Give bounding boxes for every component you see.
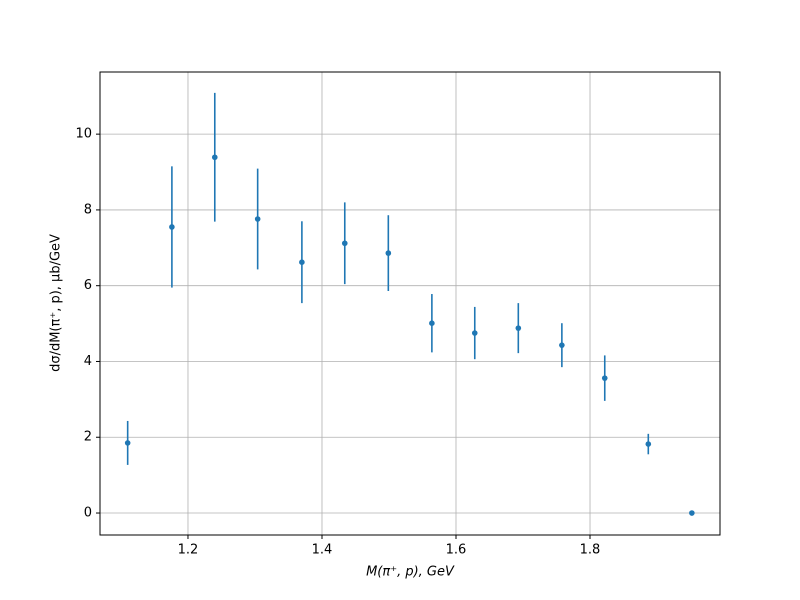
data-point	[601, 375, 608, 381]
data-point	[515, 325, 522, 331]
y-tick-label: 4	[84, 354, 92, 369]
data-point	[471, 330, 478, 336]
y-tick-label: 8	[84, 202, 92, 217]
y-tick-label: 2	[84, 430, 92, 445]
data-point	[254, 216, 261, 222]
x-tick-label: 1.2	[178, 543, 199, 558]
data-point	[645, 441, 652, 447]
data-point	[341, 240, 348, 247]
x-tick-label: 1.4	[312, 543, 333, 558]
y-tick-label: 6	[84, 278, 92, 293]
data-point	[211, 154, 218, 161]
y-tick-label: 0	[84, 506, 92, 521]
y-tick-label: 10	[75, 127, 92, 142]
data-point	[385, 250, 392, 256]
x-tick-label: 1.6	[446, 543, 467, 558]
data-point	[689, 510, 695, 516]
x-axis-label: M(π⁺, p), GeV	[366, 565, 455, 580]
data-point	[124, 440, 131, 446]
y-axis-label: dσ/dM(π⁺, p), μb/GeV	[49, 234, 64, 372]
data-point	[559, 342, 565, 348]
data-point	[169, 224, 175, 230]
plot-frame	[99, 71, 721, 536]
x-tick-label: 1.8	[580, 543, 601, 558]
data-point	[299, 259, 305, 266]
data-point	[429, 320, 435, 327]
